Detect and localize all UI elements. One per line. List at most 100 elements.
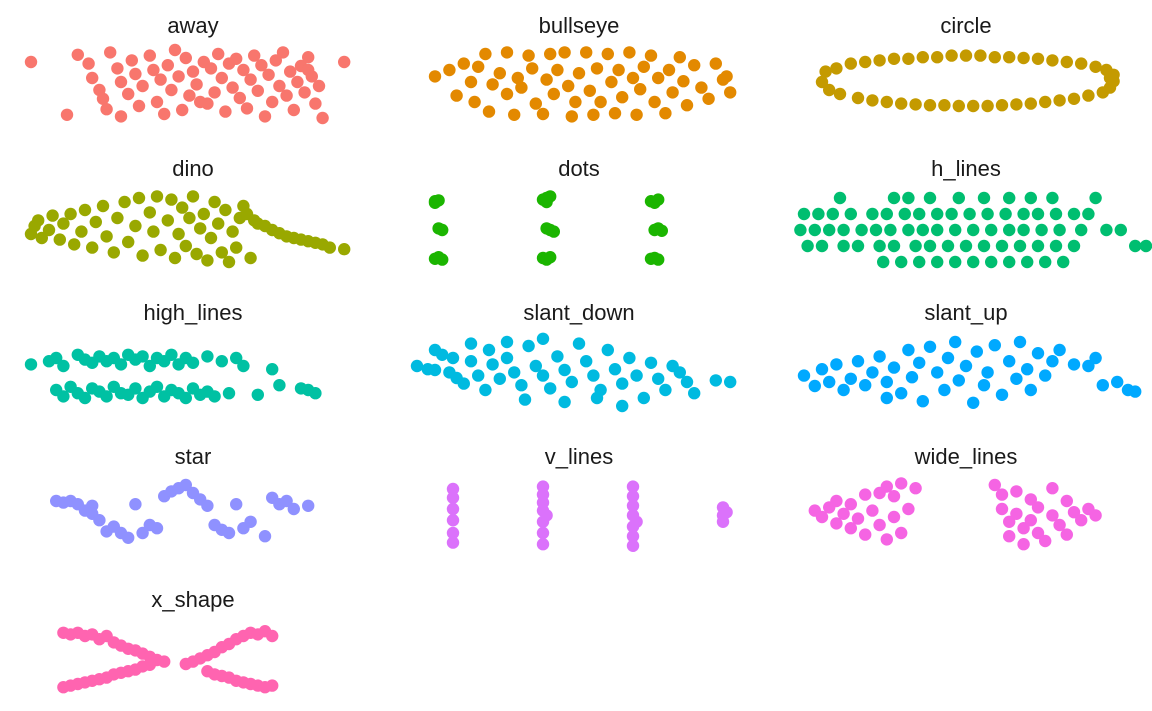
data-point (230, 351, 243, 365)
data-point (71, 48, 85, 61)
panel-away: away (24, 13, 351, 125)
data-point (898, 207, 911, 221)
data-point (923, 191, 937, 205)
data-point (877, 255, 890, 269)
data-point (815, 75, 829, 89)
data-point (830, 494, 843, 508)
data-point (959, 49, 973, 62)
data-point (887, 361, 901, 374)
data-point (833, 87, 847, 101)
data-point (637, 60, 650, 73)
data-point (248, 49, 261, 62)
data-point (518, 393, 532, 406)
data-point (583, 84, 596, 98)
data-point (995, 502, 1009, 516)
data-point (902, 502, 915, 516)
data-point (819, 65, 832, 78)
data-point (82, 57, 95, 70)
data-point (287, 502, 300, 516)
data-point (446, 526, 460, 540)
data-point (873, 518, 886, 532)
data-point (432, 222, 445, 235)
data-point (436, 348, 449, 361)
data-point (1089, 351, 1102, 365)
data-point (457, 377, 470, 390)
data-point (446, 482, 460, 496)
data-point (1046, 355, 1059, 368)
data-point (1046, 54, 1059, 67)
data-point (60, 108, 74, 122)
data-point (1046, 509, 1059, 522)
data-point (547, 225, 560, 238)
data-point (949, 223, 962, 237)
data-point (143, 359, 156, 373)
data-point (916, 223, 929, 237)
data-point (100, 390, 113, 403)
data-point (688, 58, 701, 72)
data-point (522, 49, 535, 62)
data-point (851, 239, 865, 253)
data-point (895, 526, 908, 540)
data-point (941, 351, 955, 365)
data-point (931, 207, 944, 221)
data-point (666, 86, 679, 99)
data-point (833, 191, 847, 205)
data-point (172, 227, 185, 241)
data-point (482, 105, 496, 118)
panel-title: slant_down (523, 300, 634, 325)
data-point (186, 65, 200, 78)
data-point (190, 78, 203, 91)
data-point (215, 355, 228, 368)
data-point (985, 255, 998, 269)
data-point (873, 239, 886, 253)
data-point (201, 254, 214, 267)
data-point (655, 224, 668, 237)
data-point (515, 379, 528, 392)
data-point (158, 655, 171, 668)
panel-title: dino (172, 156, 214, 181)
data-point (68, 238, 81, 251)
data-point (837, 507, 850, 520)
data-point (1096, 379, 1110, 392)
data-point (895, 255, 908, 269)
data-point (995, 99, 1009, 112)
data-point (902, 223, 915, 237)
data-point (1024, 383, 1038, 397)
data-point (183, 89, 196, 102)
data-point (1089, 191, 1102, 205)
data-point (57, 390, 70, 403)
data-point (931, 51, 944, 64)
data-point (204, 62, 218, 75)
data-point (623, 351, 636, 365)
data-point (1031, 207, 1045, 221)
data-point (866, 504, 879, 517)
data-point (981, 99, 994, 113)
data-point (1067, 92, 1081, 106)
data-point (902, 52, 915, 65)
data-point (511, 71, 524, 85)
data-point (526, 62, 539, 75)
data-point (522, 339, 535, 353)
data-point (266, 679, 279, 692)
data-point (457, 57, 470, 70)
panel-title: star (175, 444, 212, 469)
data-point (601, 47, 614, 61)
data-point (226, 225, 239, 238)
data-point (659, 383, 672, 397)
data-point (1103, 71, 1117, 85)
data-point (96, 199, 110, 213)
data-point (1031, 52, 1045, 65)
data-point (179, 239, 192, 253)
data-point (1082, 359, 1095, 373)
data-point (1075, 223, 1088, 237)
data-point (472, 60, 485, 73)
panel-title: away (167, 13, 218, 38)
data-point (215, 71, 228, 85)
data-point (558, 363, 571, 377)
data-point (1035, 223, 1048, 237)
data-point (941, 239, 955, 253)
data-point (150, 95, 164, 109)
data-point (637, 391, 650, 405)
data-point (1089, 60, 1102, 73)
data-point (630, 515, 643, 528)
